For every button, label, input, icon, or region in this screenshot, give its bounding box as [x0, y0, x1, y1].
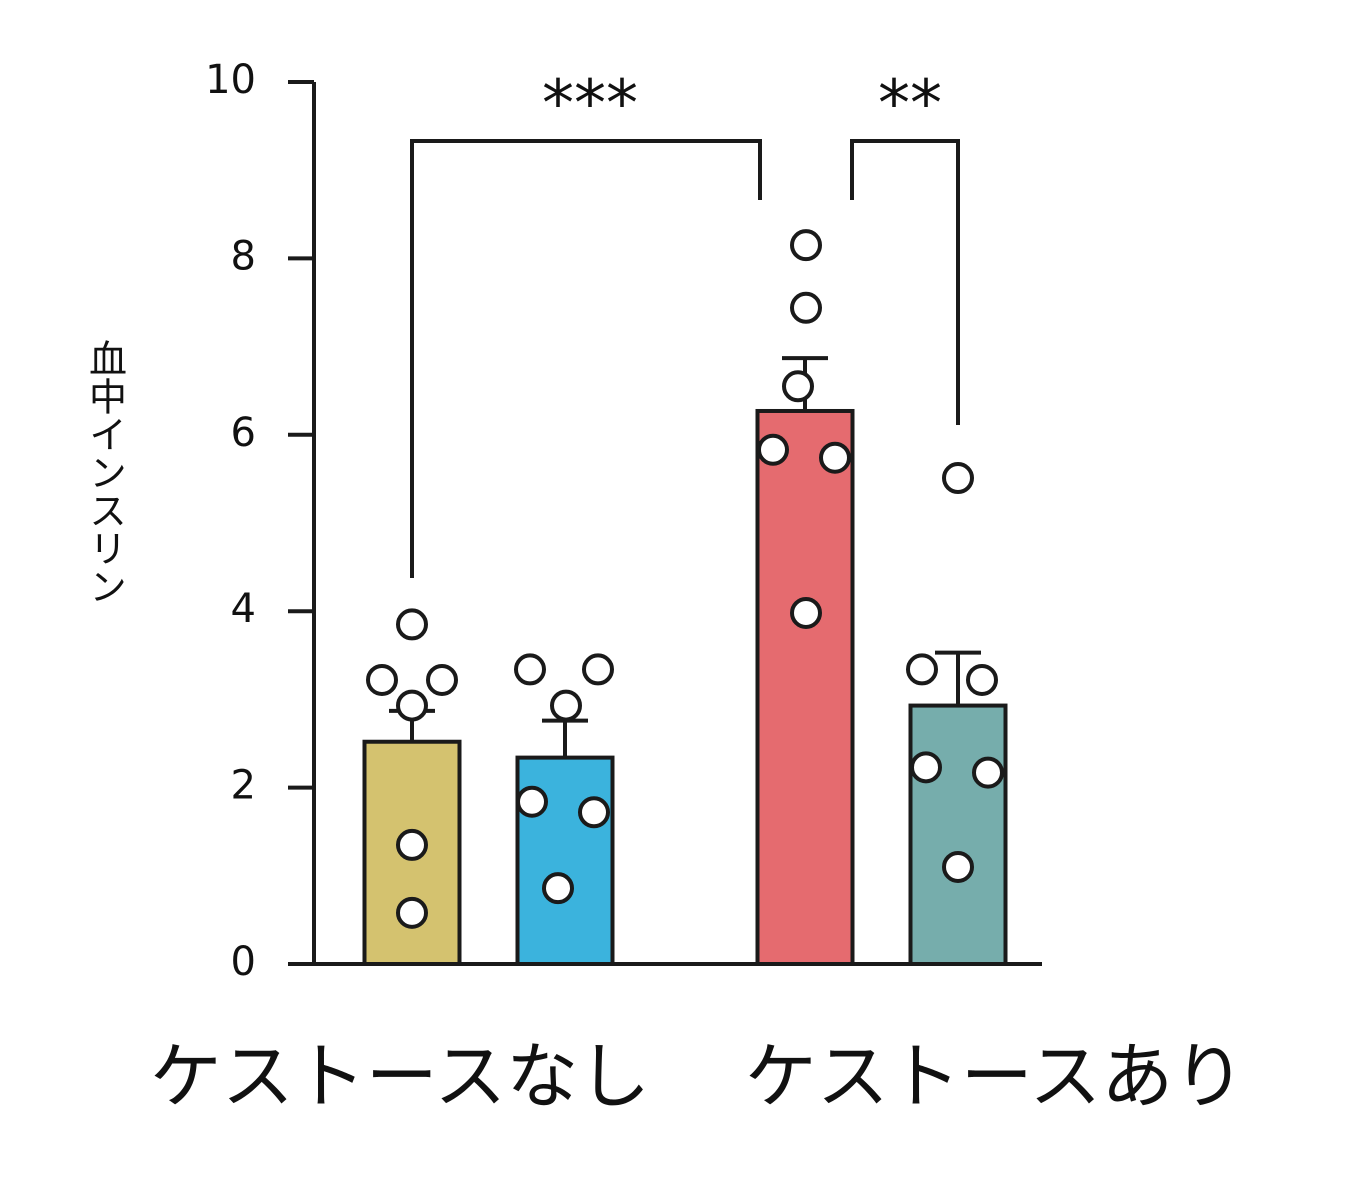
data-point	[396, 689, 428, 722]
data-point	[578, 796, 610, 829]
y-tick-label: 0	[231, 939, 256, 985]
data-point	[942, 850, 974, 883]
bar	[755, 408, 855, 966]
data-point	[910, 751, 942, 784]
bar	[908, 703, 1008, 966]
y-axis-label: 血中インスリン	[83, 339, 127, 605]
data-point	[426, 663, 458, 696]
y-tick-label: 6	[231, 410, 256, 456]
data-point	[966, 663, 998, 696]
data-point	[550, 689, 582, 722]
y-tick-label: 10	[205, 57, 256, 103]
y-tick-label: 2	[231, 763, 256, 809]
data-point	[906, 653, 938, 686]
y-tick-label: 8	[231, 233, 256, 279]
group-label: ケストースあり	[745, 1035, 1245, 1119]
y-tick-label: 4	[231, 586, 256, 632]
data-point	[757, 433, 789, 466]
data-point	[942, 462, 974, 495]
data-point	[514, 653, 546, 686]
data-point	[782, 370, 814, 403]
group-label: ケストースなし	[150, 1035, 650, 1119]
data-point	[396, 896, 428, 929]
data-point	[819, 441, 851, 474]
data-point	[542, 872, 574, 905]
data-point	[516, 785, 548, 818]
bracket	[850, 139, 960, 425]
data-point	[972, 756, 1004, 789]
data-point	[790, 291, 822, 324]
data-point	[396, 828, 428, 861]
data-point	[582, 653, 614, 686]
significance: ***	[542, 68, 638, 142]
data-point	[396, 608, 428, 641]
data-point	[790, 596, 822, 629]
bracket	[410, 139, 762, 578]
data-point	[790, 229, 822, 262]
data-point	[366, 663, 398, 696]
significance: **	[878, 68, 942, 142]
